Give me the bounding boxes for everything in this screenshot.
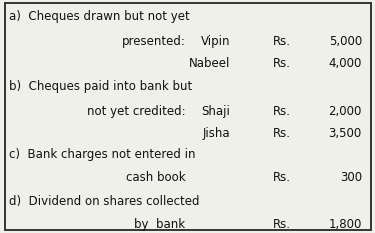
- Text: Nabeel: Nabeel: [189, 58, 231, 70]
- Text: d)  Dividend on shares collected: d) Dividend on shares collected: [9, 195, 200, 208]
- Text: Rs.: Rs.: [273, 105, 291, 118]
- Text: Vipin: Vipin: [201, 34, 231, 48]
- Text: Jisha: Jisha: [203, 127, 231, 140]
- Text: 5,000: 5,000: [328, 34, 362, 48]
- Text: Rs.: Rs.: [273, 58, 291, 70]
- Text: Rs.: Rs.: [273, 171, 291, 184]
- Text: 3,500: 3,500: [328, 127, 362, 140]
- Text: 300: 300: [340, 171, 362, 184]
- Text: not yet credited:: not yet credited:: [87, 105, 186, 118]
- Text: 2,000: 2,000: [328, 105, 362, 118]
- Text: presented:: presented:: [122, 34, 186, 48]
- Text: b)  Cheques paid into bank but: b) Cheques paid into bank but: [9, 80, 193, 93]
- Text: c)  Bank charges not entered in: c) Bank charges not entered in: [9, 148, 196, 161]
- Text: 1,800: 1,800: [328, 218, 362, 231]
- Text: 4,000: 4,000: [328, 58, 362, 70]
- Text: Rs.: Rs.: [273, 34, 291, 48]
- Bar: [4, 3, 370, 230]
- Text: cash book: cash book: [126, 171, 186, 184]
- Text: a)  Cheques drawn but not yet: a) Cheques drawn but not yet: [9, 10, 190, 23]
- Text: Rs.: Rs.: [273, 127, 291, 140]
- Text: Rs.: Rs.: [273, 218, 291, 231]
- Text: Shaji: Shaji: [202, 105, 231, 118]
- Text: by  bank: by bank: [135, 218, 186, 231]
